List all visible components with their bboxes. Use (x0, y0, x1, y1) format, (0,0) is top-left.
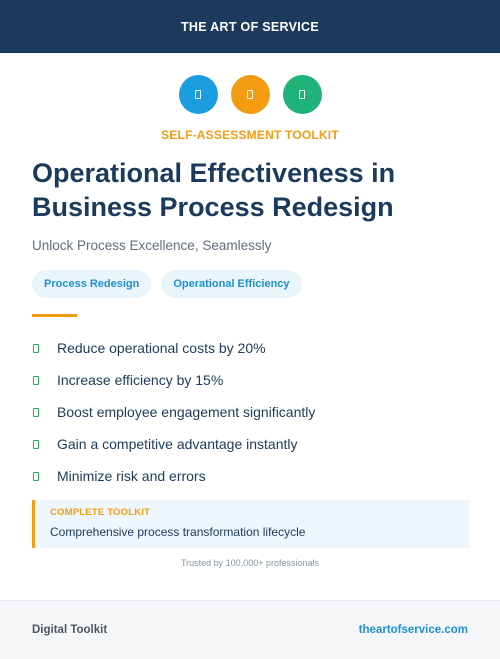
tag-process-redesign: Process Redesign (32, 270, 152, 298)
footer: Digital Toolkit theartofservice.com (0, 600, 500, 659)
website-link[interactable]: theartofservice.com (358, 624, 468, 636)
list-item: Boost employee engagement significantly (32, 396, 315, 428)
benefit-text: Increase efficiency by 15% (57, 372, 224, 388)
green-badge-icon (282, 75, 322, 114)
trusted-note: Trusted by 100,000+ professionals (180, 558, 319, 568)
accent-divider (32, 314, 77, 317)
toolkit-callout: COMPLETE TOOLKIT Comprehensive process t… (32, 500, 469, 548)
tag-list: Process Redesign Operational Efficiency (32, 270, 302, 298)
list-item: Reduce operational costs by 20% (32, 332, 315, 364)
check-icon (33, 343, 39, 353)
callout-label: COMPLETE TOOLKIT (50, 507, 151, 518)
orange-badge-icon (230, 75, 270, 114)
benefit-text: Gain a competitive advantage instantly (57, 436, 298, 452)
footer-label: Digital Toolkit (32, 624, 108, 636)
icon-row (0, 75, 500, 114)
list-item: Increase efficiency by 15% (32, 364, 315, 396)
list-item: Gain a competitive advantage instantly (32, 428, 315, 460)
blue-badge-icon (178, 75, 218, 114)
benefit-list: Reduce operational costs by 20% Increase… (32, 332, 315, 492)
tag-operational-efficiency: Operational Efficiency (161, 270, 302, 298)
check-icon (33, 471, 39, 481)
benefit-text: Minimize risk and errors (57, 468, 206, 484)
brand-name: THE ART OF SERVICE (180, 19, 320, 34)
benefit-text: Reduce operational costs by 20% (57, 340, 266, 356)
benefit-text: Boost employee engagement significantly (57, 404, 316, 420)
header-bar: THE ART OF SERVICE (0, 0, 500, 53)
check-icon (33, 439, 39, 449)
check-icon (33, 407, 39, 417)
kicker-label: SELF-ASSESSMENT TOOLKIT (161, 128, 339, 142)
subtitle: Unlock Process Excellence, Seamlessly (32, 238, 272, 253)
list-item: Minimize risk and errors (32, 460, 315, 492)
page-title: Operational Effectiveness in Business Pr… (32, 158, 396, 222)
check-icon (33, 375, 39, 385)
callout-text: Comprehensive process transformation lif… (50, 525, 306, 539)
